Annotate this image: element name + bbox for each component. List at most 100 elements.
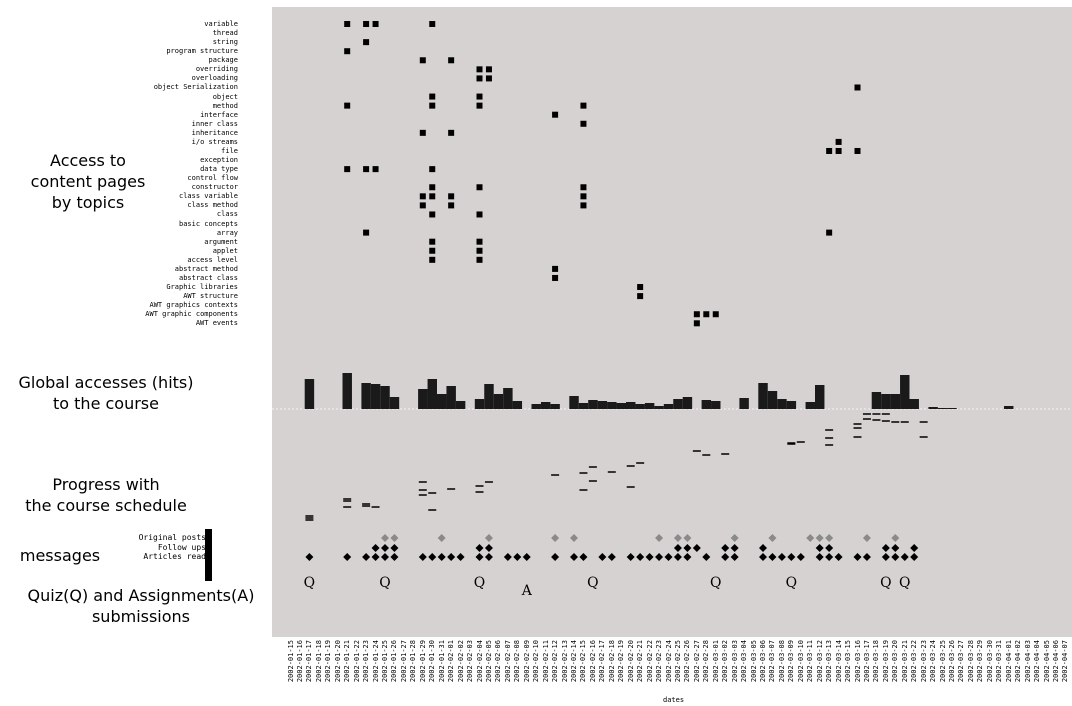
hits-bar [503,388,513,409]
message-mark [683,544,692,552]
message-mark [759,553,767,561]
topic-label: AWT structure [183,292,238,301]
message-mark [673,534,682,542]
topic-access-mark [344,48,351,55]
topic-access-mark [854,147,861,154]
hits-bar [550,404,560,409]
topic-label: AWT graphic components [145,310,238,319]
message-mark [428,553,437,561]
topic-access-mark [693,311,700,318]
topic-access-mark [476,66,483,73]
topic-access-mark [552,265,559,272]
topic-label: AWT events [195,319,238,328]
message-mark [683,553,692,561]
topic-access-mark [429,238,436,245]
message-mark [721,544,730,552]
topic-access-mark [712,311,719,318]
topic-label: constructor [191,183,238,192]
message-mark [787,553,796,561]
message-mark [626,553,635,561]
message-mark [777,553,786,561]
hits-bar [616,403,626,409]
x-axis-label: dates [663,696,685,704]
hits-bar [767,391,778,409]
message-mark [825,534,834,542]
message-mark [730,553,739,561]
topic-label: program structure [166,47,238,56]
message-mark [862,534,871,542]
topic-access-mark [485,75,492,82]
hits-bar [758,383,768,409]
message-mark [381,544,389,552]
topic-access-mark [419,202,426,209]
topic-access-mark [429,256,436,263]
hits-bar [455,401,466,409]
topic-access-mark [419,129,426,136]
hits-bar [711,401,721,409]
message-mark [834,553,843,561]
hits-bar [512,401,523,409]
topic-access-mark [485,66,492,73]
topic-access-mark [476,247,483,254]
topic-access-mark [363,166,370,173]
hits-bar [682,397,693,409]
topic-access-mark [476,238,483,245]
hits-bar [389,397,400,409]
message-mark [503,553,512,561]
message-mark [815,553,824,561]
submission-mark: Q [587,575,598,591]
topic-label: data type [200,165,238,174]
message-mark [607,553,616,561]
topic-access-mark [419,57,426,64]
hits-bar [909,399,919,409]
topic-access-mark [580,102,587,109]
topic-access-mark [826,229,833,236]
message-mark [683,534,692,542]
submission-mark: Q [880,575,891,591]
topic-access-mark [344,166,351,173]
topic-access-mark [476,75,483,82]
plot-panel [272,7,1072,637]
topic-access-mark [552,111,559,118]
topic-access-mark [429,184,436,191]
hits-bar [890,394,901,409]
hits-bar [786,401,797,409]
hits-bar [635,404,645,409]
hits-bar [427,379,437,409]
topic-access-mark [637,293,644,300]
message-mark [418,553,427,561]
hits-bar [871,392,882,409]
hits-bar [701,400,712,409]
topic-label: argument [204,237,238,246]
message-mark [815,544,824,552]
topic-label: inheritance [191,128,238,137]
topic-label: object Serialization [153,83,238,92]
message-mark [570,553,578,561]
label-progress: Progress with the course schedule [25,475,187,515]
message-mark [655,534,664,542]
submission-mark: Q [379,575,390,591]
topic-access-mark [429,211,436,218]
topic-label: abstract class [178,273,238,282]
topic-label: applet [212,246,238,255]
submission-mark: Q [899,575,910,591]
message-mark [881,544,890,552]
hits-bar [304,379,315,409]
message-legend-bar [205,529,212,581]
message-mark [484,553,493,561]
hits-bar [588,400,598,409]
topic-label: class variable [178,192,238,201]
hits-bar [493,394,504,409]
topic-label: class method [187,201,238,210]
message-mark [881,553,890,561]
hits-bar [663,404,674,409]
topic-access-mark [448,202,455,209]
label-quiz: Quiz(Q) and Assignments(A) submissions [27,586,255,626]
topic-access-mark [429,21,436,27]
topic-label: package [208,56,238,65]
submission-mark: Q [786,575,797,591]
hits-bar [673,399,683,409]
message-mark [513,553,522,561]
topic-access-mark [835,147,842,154]
hits-bar [380,386,390,409]
